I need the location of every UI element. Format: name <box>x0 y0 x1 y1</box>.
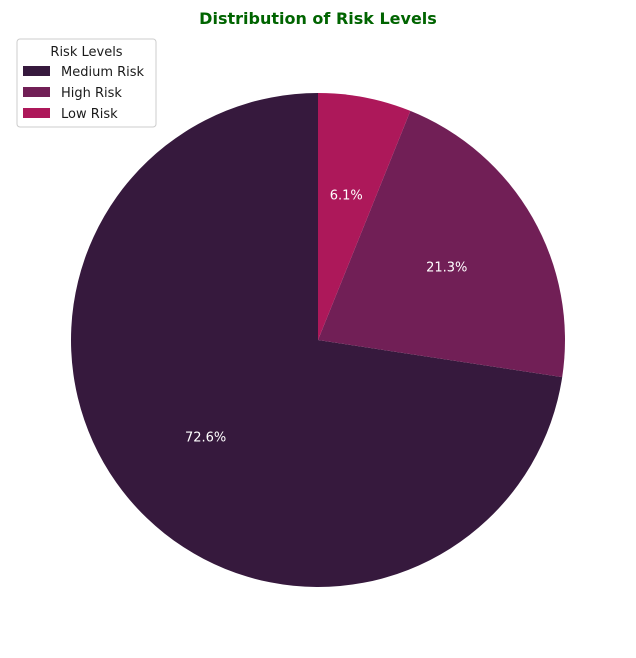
pie-slice-high-risk <box>318 110 565 378</box>
legend-swatch-high-risk <box>23 87 50 97</box>
legend-label-medium-risk: Medium Risk <box>61 65 145 80</box>
chart-title: Distribution of Risk Levels <box>199 9 437 28</box>
legend-label-high-risk: High Risk <box>61 86 122 101</box>
pie-slices <box>70 93 565 587</box>
pct-label-high-risk: 21.3% <box>426 261 467 276</box>
legend-title: Risk Levels <box>50 45 122 60</box>
legend-items: Medium Risk High Risk Low Risk <box>23 65 145 122</box>
legend-swatch-medium-risk <box>23 66 50 76</box>
pie-slice-low-risk <box>318 93 411 340</box>
legend-swatch-low-risk <box>23 108 50 118</box>
pct-label-medium-risk: 72.6% <box>185 431 226 446</box>
pct-label-low-risk: 6.1% <box>330 189 363 204</box>
legend-frame <box>16 38 157 128</box>
legend: Risk Levels Medium Risk High Risk Low Risk <box>16 38 157 128</box>
legend-label-low-risk: Low Risk <box>61 107 118 122</box>
pie-slice-medium-risk <box>70 93 563 587</box>
percentage-labels: 72.6% 21.3% 6.1% <box>185 189 467 446</box>
